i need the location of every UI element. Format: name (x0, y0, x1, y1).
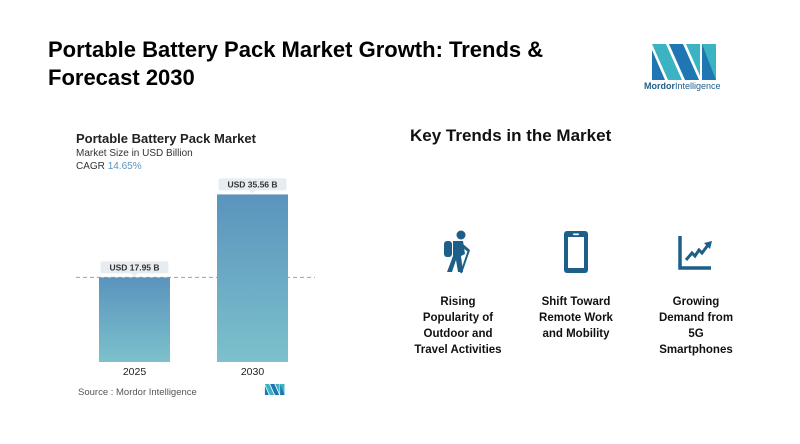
trend-label-line: Popularity of (422, 312, 494, 324)
data-label-pointer (249, 190, 256, 194)
data-label-bg-2025 (100, 261, 169, 274)
bar-chart: USD 17.95 B 2025 USD 35.56 B 2030 (76, 178, 315, 378)
chart-subtitle: Market Size in USD Billion (76, 148, 193, 159)
mini-logo-icon (264, 384, 285, 395)
bar-2030 (217, 194, 288, 362)
mordor-logo: MordorIntelligence (644, 44, 730, 94)
trend-label: Shift Toward Remote Work and Mobility (516, 294, 636, 342)
hiker-icon (444, 230, 470, 274)
cagr-value: 14.65% (107, 161, 142, 172)
logo-text-light: Intelligence (675, 81, 721, 91)
logo-text-bold: Mordor (644, 81, 675, 91)
chart-cagr: CAGR 14.65% (76, 161, 142, 172)
trend-label-line: Remote Work (539, 312, 613, 324)
data-label-2030: USD 35.56 B (227, 179, 277, 189)
trend-label-line: 5G (688, 328, 704, 340)
trend-label: Growing Demand from 5G Smartphones (636, 294, 756, 358)
smartphone-icon (564, 231, 588, 273)
page-title: Portable Battery Pack Market Growth: Tre… (48, 37, 544, 90)
bar-2025 (99, 277, 170, 362)
trend-item-outdoor: Rising Popularity of Outdoor and Travel … (398, 228, 518, 358)
trend-label: Rising Popularity of Outdoor and Travel … (398, 294, 518, 358)
data-label-bg-2030 (218, 178, 287, 191)
chart-title: Portable Battery Pack Market (76, 131, 256, 146)
x-tick-label-2030: 2030 (241, 366, 265, 378)
growth-chart-icon (678, 236, 712, 270)
x-tick-label-2025: 2025 (123, 366, 147, 378)
trend-label-line: Shift Toward (541, 296, 611, 308)
trend-label-line: and Mobility (542, 328, 610, 340)
trend-label-line: Travel Activities (414, 344, 502, 356)
trend-label-line: Demand from (658, 312, 734, 324)
logo-text: MordorIntelligence (644, 81, 721, 91)
trend-label-line: Growing (672, 296, 720, 308)
trends-title: Key Trends in the Market (410, 126, 612, 145)
data-label-2025: USD 17.95 B (109, 262, 159, 272)
trend-label-line: Smartphones (659, 344, 733, 356)
data-label-pointer (131, 273, 138, 277)
trend-item-remote-work: Shift Toward Remote Work and Mobility (516, 228, 636, 342)
chart-source: Source : Mordor Intelligence (78, 387, 197, 398)
trend-item-5g: Growing Demand from 5G Smartphones (636, 228, 756, 358)
trend-label-line: Outdoor and (423, 328, 493, 340)
mordor-logo-icon (652, 44, 716, 80)
trend-label-line: Rising (440, 296, 476, 308)
cagr-label: CAGR (76, 161, 105, 172)
